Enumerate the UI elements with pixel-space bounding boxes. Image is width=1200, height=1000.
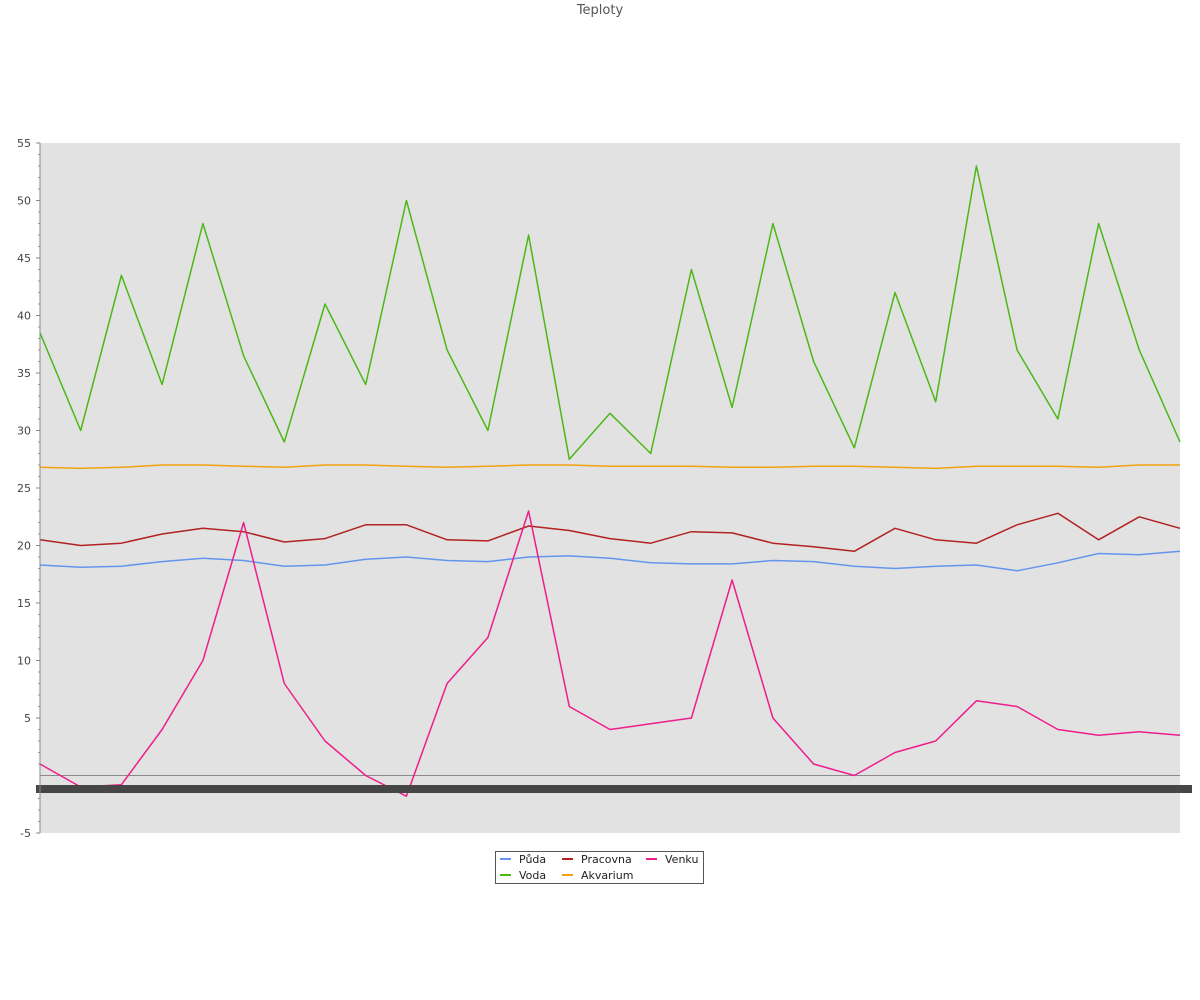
series-line-pracovna <box>39 512 1181 553</box>
legend-label: Venku <box>665 853 699 866</box>
series-line-voda <box>39 165 1181 461</box>
legend-swatch <box>646 858 657 860</box>
y-tick-label: 30 <box>17 425 31 438</box>
legend-label: Pracovna <box>581 853 632 866</box>
series-line-venku <box>39 510 1181 797</box>
legend-swatch <box>500 874 511 876</box>
series-layer <box>39 165 1181 797</box>
y-tick-label: 5 <box>24 712 31 725</box>
legend: Půda Voda Pracovna Akvarium Venku <box>495 851 704 884</box>
y-tick-label: 20 <box>17 540 31 553</box>
legend-item: Venku <box>646 852 698 868</box>
legend-label: Akvarium <box>581 869 634 882</box>
y-tick-label: -5 <box>20 827 31 840</box>
y-tick-label: 15 <box>17 597 31 610</box>
series-line-akvarium <box>39 464 1180 470</box>
legend-label: Voda <box>519 869 547 882</box>
y-axis: -5 5 10 15 20 25 30 35 40 45 50 55 <box>17 137 40 840</box>
legend-item: Akvarium <box>562 868 633 884</box>
legend-label: Půda <box>519 853 547 866</box>
x-axis-tick-band <box>36 785 1192 793</box>
y-tick-label: 40 <box>17 310 31 323</box>
legend-item: Půda <box>500 852 546 868</box>
chart-title: Teploty <box>576 3 624 18</box>
legend-swatch <box>562 874 573 876</box>
y-tick-label: 25 <box>17 482 31 495</box>
y-tick-label: 45 <box>17 252 31 265</box>
y-tick-label: 35 <box>17 367 31 380</box>
legend-swatch <box>562 858 573 860</box>
legend-item: Pracovna <box>562 852 632 868</box>
y-tick-label: 50 <box>17 195 31 208</box>
plot-area <box>40 143 1180 833</box>
legend-swatch <box>500 858 511 860</box>
series-line-půda <box>39 550 1181 572</box>
legend-item: Voda <box>500 868 546 884</box>
y-tick-label: 55 <box>17 137 31 150</box>
y-tick-label: 10 <box>17 655 31 668</box>
